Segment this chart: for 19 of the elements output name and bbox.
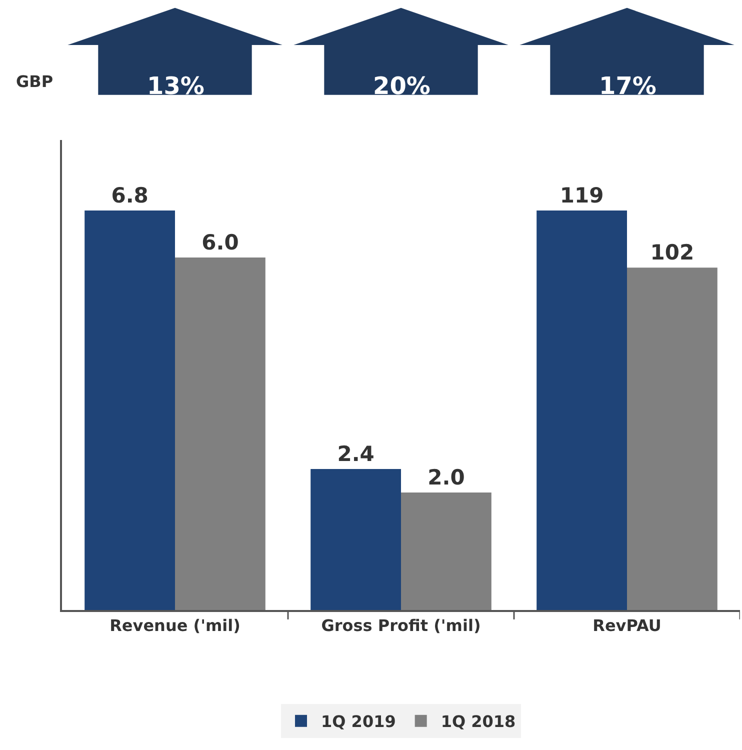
data-label: 2.4 — [337, 442, 374, 466]
data-label: 102 — [650, 240, 694, 265]
bar — [84, 210, 175, 610]
bar — [175, 258, 266, 610]
data-label: 6.0 — [202, 230, 239, 254]
x-tick-label: Gross Profit ('mil) — [321, 616, 481, 635]
text: 17% — [599, 72, 656, 100]
legend-label: 1Q 2018 — [440, 712, 516, 732]
x-tick-label: Revenue ('mil) — [110, 616, 240, 635]
legend-label: 1Q 2019 — [321, 712, 396, 732]
text: 13% — [147, 72, 204, 100]
bar — [401, 492, 492, 610]
text: GBP — [16, 72, 54, 91]
x-tick-label: RevPAU — [592, 616, 662, 635]
text: 20% — [373, 72, 430, 100]
bar — [310, 469, 401, 610]
data-label: 119 — [560, 184, 604, 208]
data-label: 2.0 — [428, 466, 465, 490]
data-label: 6.8 — [111, 184, 148, 208]
